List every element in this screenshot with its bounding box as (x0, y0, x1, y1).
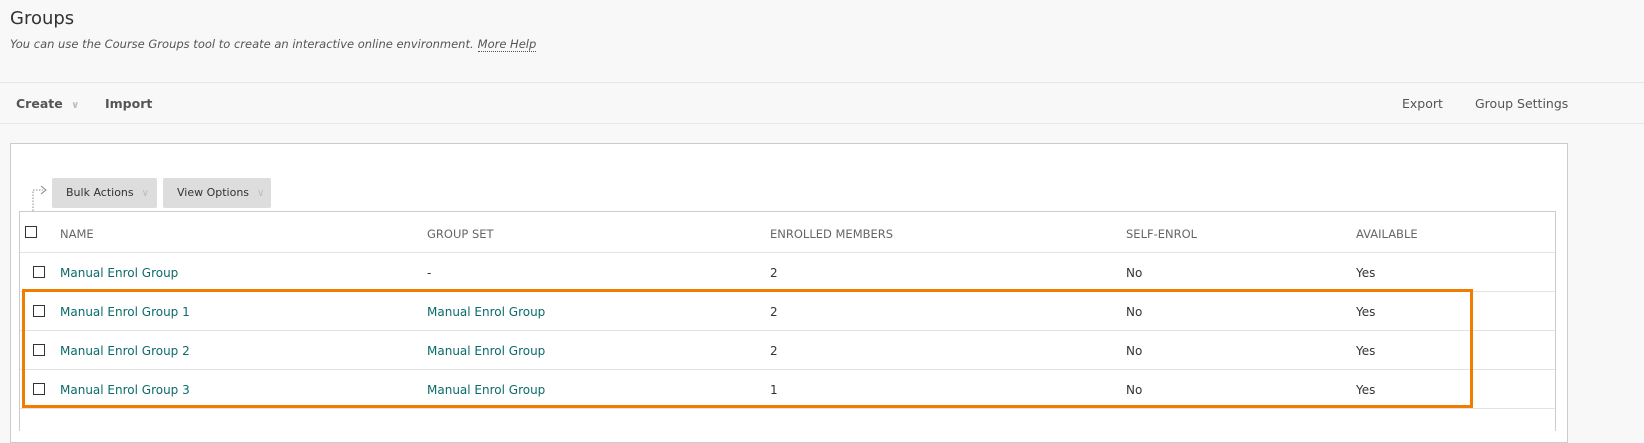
select-all-checkbox[interactable] (25, 226, 37, 238)
table-row: Manual Enrol Group 1 Manual Enrol Group … (20, 292, 1555, 331)
enrolled-cell: 1 (770, 383, 778, 397)
row-checkbox[interactable] (33, 383, 45, 395)
subtitle-text: You can use the Course Groups tool to cr… (10, 37, 474, 51)
create-label: Create (16, 96, 63, 111)
view-options-label: View Options (177, 186, 250, 199)
group-name-link[interactable]: Manual Enrol Group 3 (60, 383, 190, 397)
highlight-box (22, 289, 1473, 408)
col-available[interactable]: AVAILABLE (1356, 227, 1418, 241)
self-enrol-cell: No (1126, 344, 1143, 358)
import-button[interactable]: Import (105, 96, 153, 111)
enrolled-cell: 2 (770, 266, 778, 280)
groups-table: NAME GROUP SET ENROLLED MEMBERS SELF-ENR… (19, 211, 1556, 431)
page-subtitle: You can use the Course Groups tool to cr… (10, 37, 537, 52)
self-enrol-cell: No (1126, 305, 1143, 319)
bulk-actions-button[interactable]: Bulk Actions ∨ (52, 178, 157, 208)
col-self-enrol[interactable]: SELF-ENROL (1126, 227, 1198, 241)
table-row: Manual Enrol Group - 2 No Yes (20, 253, 1555, 292)
available-cell: Yes (1356, 344, 1376, 358)
col-group-set[interactable]: GROUP SET (427, 227, 494, 241)
enrolled-cell: 2 (770, 344, 778, 358)
view-options-button[interactable]: View Options ∨ (163, 178, 271, 208)
create-menu[interactable]: Create ∨ (16, 96, 79, 111)
group-name-link[interactable]: Manual Enrol Group (60, 266, 179, 280)
double-chevron-icon: ∨ (257, 188, 265, 199)
group-name-link[interactable]: Manual Enrol Group 2 (60, 344, 190, 358)
col-name[interactable]: NAME (60, 227, 94, 241)
bulk-arrow-icon (32, 185, 47, 211)
row-checkbox[interactable] (33, 344, 45, 356)
double-chevron-icon: ∨ (141, 188, 149, 199)
available-cell: Yes (1356, 383, 1376, 397)
more-help-link[interactable]: More Help (477, 37, 537, 52)
group-set-cell[interactable]: Manual Enrol Group (427, 383, 546, 397)
group-name-link[interactable]: Manual Enrol Group 1 (60, 305, 190, 319)
table-header: NAME GROUP SET ENROLLED MEMBERS SELF-ENR… (20, 212, 1555, 253)
table-row: Manual Enrol Group 3 Manual Enrol Group … (20, 370, 1555, 409)
row-checkbox[interactable] (33, 305, 45, 317)
chevron-down-icon: ∨ (71, 100, 80, 111)
available-cell: Yes (1356, 305, 1376, 319)
group-set-cell[interactable]: Manual Enrol Group (427, 344, 546, 358)
available-cell: Yes (1356, 266, 1376, 280)
table-row: Manual Enrol Group 2 Manual Enrol Group … (20, 331, 1555, 370)
group-settings-button[interactable]: Group Settings (1475, 96, 1569, 111)
action-bar: Create ∨ Import Export Group Settings (0, 82, 1644, 124)
bulk-actions-label: Bulk Actions (66, 186, 134, 199)
self-enrol-cell: No (1126, 266, 1143, 280)
export-button[interactable]: Export (1402, 96, 1443, 111)
page-title: Groups (10, 8, 75, 29)
group-set-cell[interactable]: Manual Enrol Group (427, 305, 546, 319)
col-enrolled[interactable]: ENROLLED MEMBERS (770, 227, 894, 241)
group-set-cell: - (427, 266, 432, 280)
enrolled-cell: 2 (770, 305, 778, 319)
row-checkbox[interactable] (33, 266, 45, 278)
self-enrol-cell: No (1126, 383, 1143, 397)
